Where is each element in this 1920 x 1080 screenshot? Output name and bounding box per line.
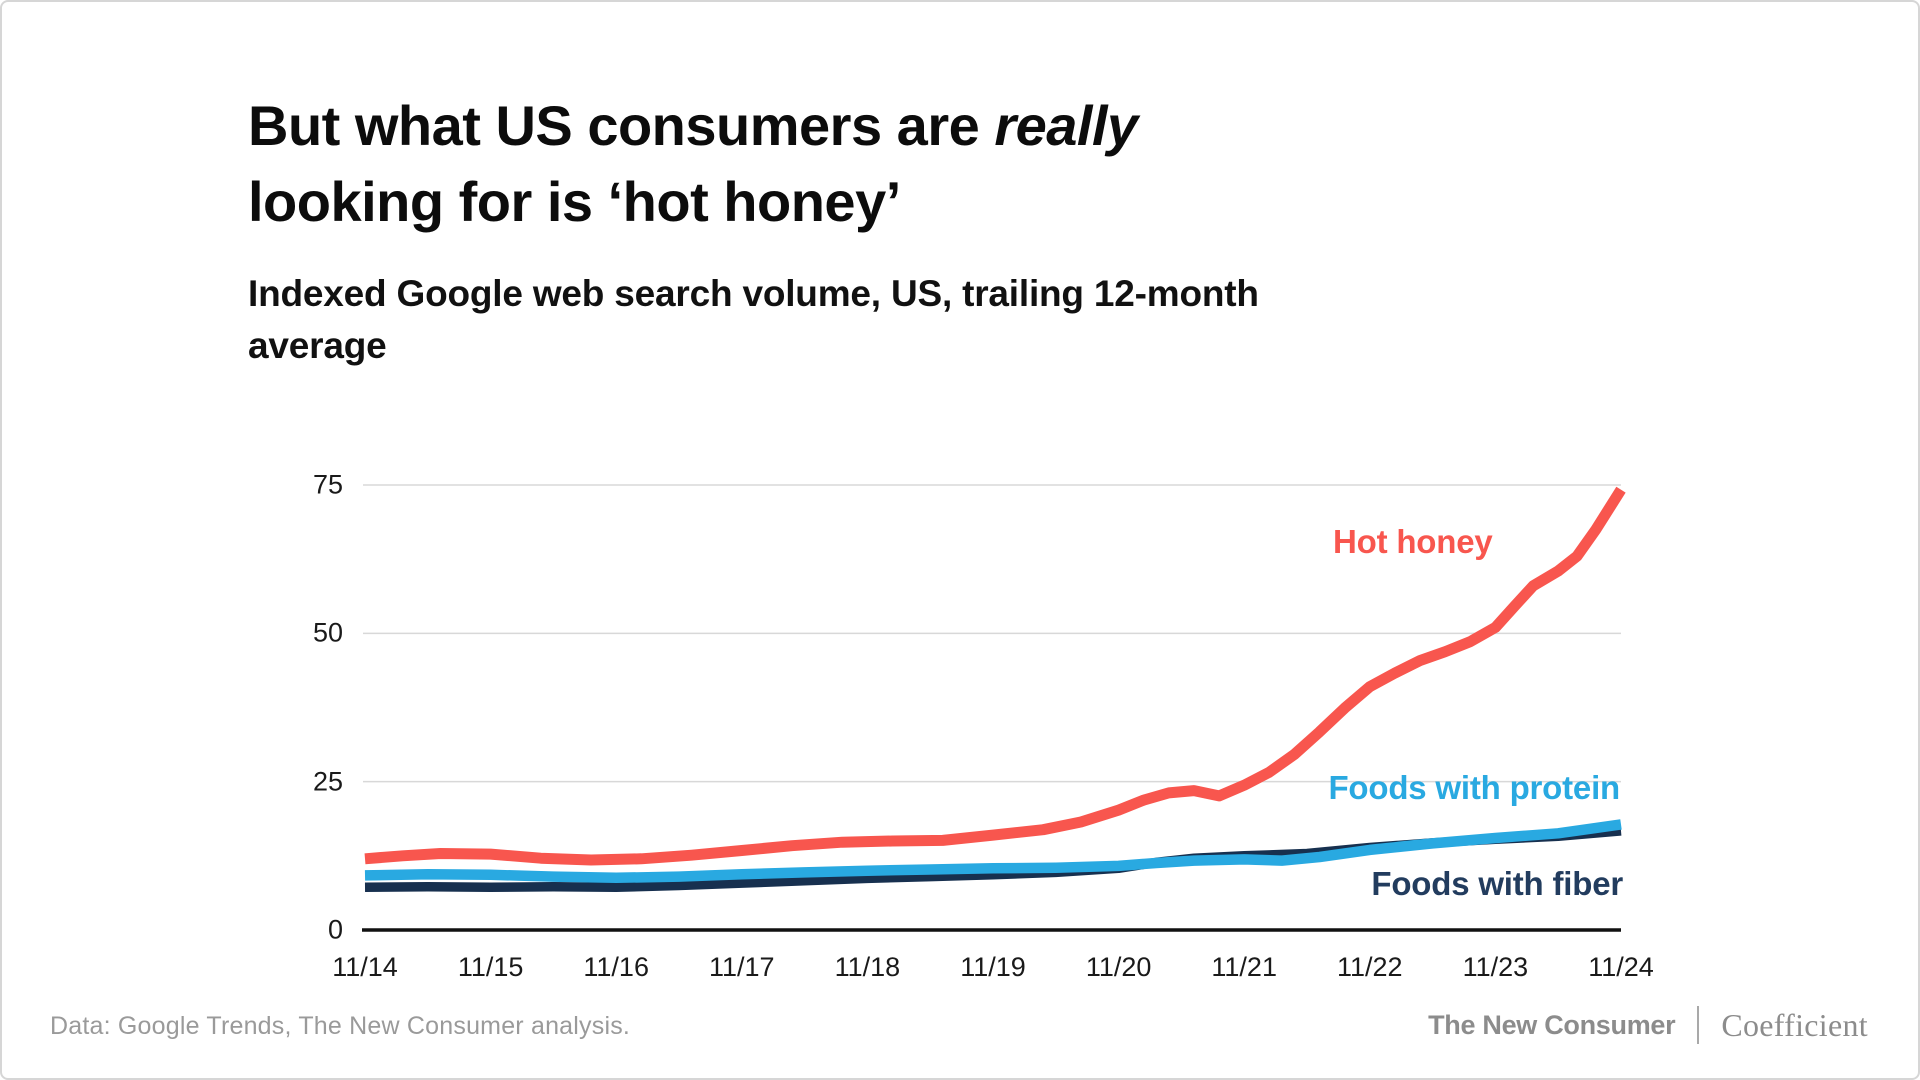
x-tick-label-11-18: 11/18 (834, 952, 901, 982)
y-tick-label-0: 0 (327, 914, 343, 945)
chart-title: But what US consumers are really looking … (248, 88, 1498, 240)
x-tick-label-11-20: 11/20 (1085, 952, 1152, 982)
y-tick-label-25: 25 (312, 766, 343, 797)
title-text-normal: But what US consumers are (248, 94, 995, 157)
x-tick-label-11-17: 11/17 (709, 952, 775, 982)
title-text-line2: looking for is ‘hot honey’ (248, 170, 901, 233)
x-tick-label-11-23: 11/23 (1462, 952, 1529, 982)
series-label-foods-with-fiber: Foods with fiber (1371, 865, 1623, 902)
brand-coefficient: Coefficient (1721, 1006, 1868, 1043)
line-hot-honey (364, 486, 1626, 866)
brand-divider-bar (1697, 1006, 1700, 1044)
line-foods-with-protein (364, 819, 1622, 884)
data-source-note: Data: Google Trends, The New Consumer an… (50, 1012, 631, 1040)
brand-the-new-consumer: The New Consumer (1428, 1009, 1676, 1040)
brand-lockup: The New Consumer Coefficient (1428, 1002, 1868, 1048)
x-tick-label-11-16: 11/16 (583, 952, 649, 982)
x-tick-label-11-21: 11/21 (1211, 952, 1277, 982)
x-tick-label-11-24: 11/24 (1588, 952, 1654, 982)
series-label-foods-with-protein: Foods with protein (1328, 769, 1620, 806)
y-tick-label-75: 75 (312, 469, 343, 500)
title-text-italic: really (994, 94, 1138, 157)
series-label-hot-honey: Hot honey (1333, 523, 1493, 560)
x-tick-label-11-15: 11/15 (457, 952, 524, 982)
x-tick-label-11-22: 11/22 (1337, 952, 1403, 982)
x-tick-label-11-19: 11/19 (960, 952, 1026, 982)
x-tick-label-11-14: 11/14 (332, 952, 398, 982)
y-tick-label-50: 50 (312, 617, 343, 648)
chart-subtitle: Indexed Google web search volume, US, tr… (248, 273, 1259, 366)
